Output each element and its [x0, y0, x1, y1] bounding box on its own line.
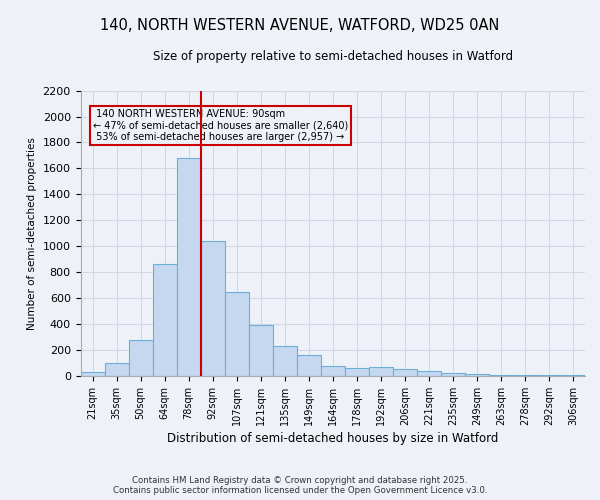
Bar — [200, 241, 224, 376]
Title: Size of property relative to semi-detached houses in Watford: Size of property relative to semi-detach… — [153, 50, 513, 63]
X-axis label: Distribution of semi-detached houses by size in Watford: Distribution of semi-detached houses by … — [167, 432, 499, 445]
Bar — [104, 363, 128, 376]
Text: 140, NORTH WESTERN AVENUE, WATFORD, WD25 0AN: 140, NORTH WESTERN AVENUE, WATFORD, WD25… — [100, 18, 500, 32]
Bar — [80, 372, 104, 376]
Text: Contains HM Land Registry data © Crown copyright and database right 2025.
Contai: Contains HM Land Registry data © Crown c… — [113, 476, 487, 495]
Bar — [441, 374, 465, 376]
Bar — [273, 346, 297, 376]
Bar — [561, 374, 585, 376]
Y-axis label: Number of semi-detached properties: Number of semi-detached properties — [27, 137, 37, 330]
Bar — [345, 368, 369, 376]
Bar — [369, 367, 393, 376]
Bar — [393, 369, 417, 376]
Text: 140 NORTH WESTERN AVENUE: 90sqm
← 47% of semi-detached houses are smaller (2,640: 140 NORTH WESTERN AVENUE: 90sqm ← 47% of… — [92, 108, 348, 142]
Bar — [152, 264, 176, 376]
Bar — [224, 292, 248, 376]
Bar — [465, 374, 489, 376]
Bar — [321, 366, 345, 376]
Bar — [248, 326, 273, 376]
Bar — [128, 340, 152, 376]
Bar — [176, 158, 200, 376]
Bar — [417, 371, 441, 376]
Bar — [489, 374, 513, 376]
Bar — [297, 355, 321, 376]
